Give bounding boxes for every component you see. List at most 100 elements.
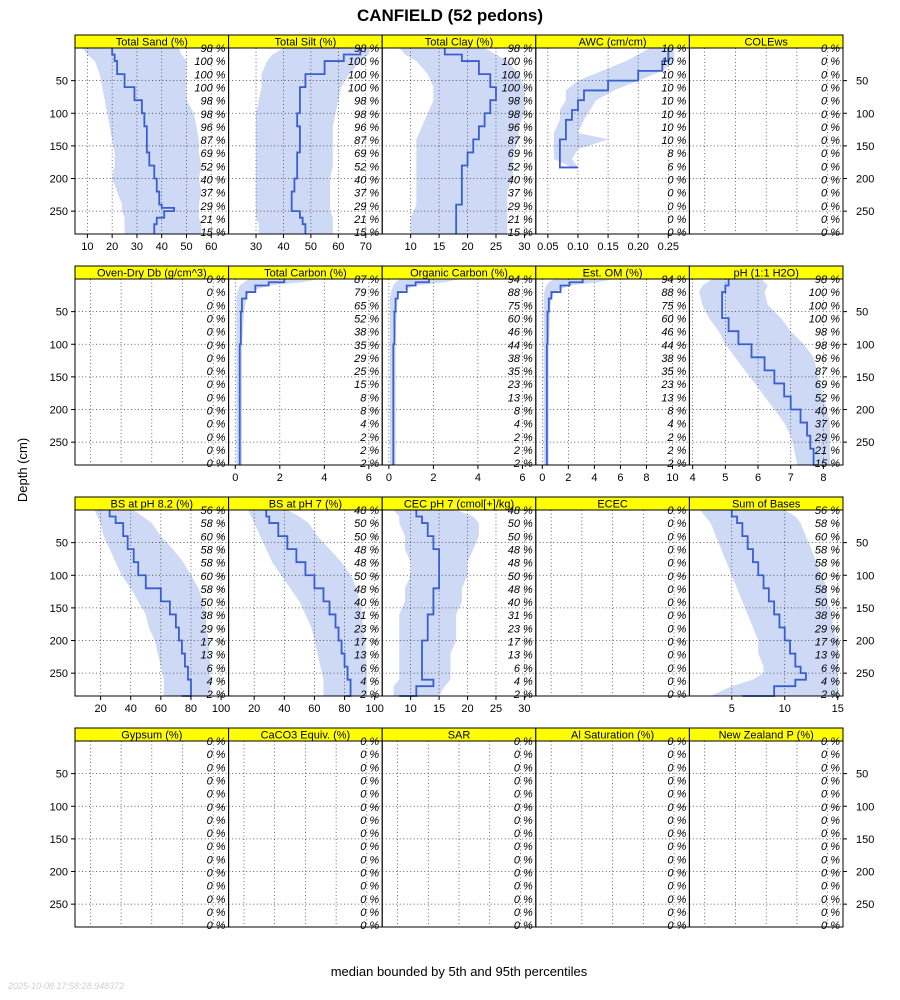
pct-label: 0 % [821,907,840,919]
pct-label: 48 % [508,584,533,596]
pct-label: 48 % [354,584,379,596]
pct-label: 38 % [354,327,379,339]
pct-label: 6 % [514,663,533,675]
pct-label: 0 % [207,366,226,378]
x-axis-label: median bounded by 5th and 95th percentil… [331,964,588,979]
x-tick-label: 0 [386,472,392,484]
y-tick-label: 100 [856,801,874,813]
x-tick-label: 40 [156,241,168,253]
y-axis-label: Depth (cm) [15,438,30,502]
y-tick-label: 150 [856,834,874,846]
pct-label: 0 % [514,789,533,801]
x-tick-label: 5 [729,703,735,715]
pct-label: 0 % [667,676,686,688]
pct-label: 0 % [514,894,533,906]
x-tick-label: 60 [332,241,344,253]
y-tick-label: 200 [50,867,68,879]
pct-label: 0 % [821,109,840,121]
y-tick-label: 150 [50,834,68,846]
pct-label: 0 % [207,828,226,840]
pct-label: 17 % [354,637,379,649]
pct-label: 48 % [508,558,533,570]
pct-label: 0 % [667,227,686,239]
pct-label: 94 % [661,274,686,286]
pct-label: 0 % [207,775,226,787]
pct-label: 100 % [194,82,225,94]
pct-label: 69 % [815,379,840,391]
percentile-band [248,510,368,696]
x-tick-label: 10 [405,703,417,715]
pct-label: 0 % [360,841,379,853]
pct-label: 23 % [660,379,686,391]
y-tick-label: 100 [50,570,68,582]
pct-label: 0 % [207,406,226,418]
panel-title: BS at pH 7 (%) [269,499,342,511]
pct-label: 0 % [667,650,686,662]
pct-label: 98 % [354,109,379,121]
x-tick-label: 60 [155,703,167,715]
pct-label: 0 % [821,815,840,827]
pct-label: 0 % [207,419,226,431]
panel-title: Total Sand (%) [116,37,188,49]
x-tick-label: 0.20 [627,241,648,253]
pct-label: 17 % [508,637,533,649]
x-tick-label: 4 [591,472,597,484]
pct-label: 21 % [200,214,226,226]
panel-title: Total Carbon (%) [264,268,347,280]
panel-title: Total Clay (%) [425,37,493,49]
x-tick-label: 4 [475,472,481,484]
y-tick-label: 100 [50,801,68,813]
pct-label: 0 % [667,623,686,635]
percentile-band [553,48,675,168]
y-tick-label: 50 [56,538,68,550]
pct-label: 0 % [667,518,686,530]
x-tick-label: 0.10 [567,241,588,253]
median-line [443,48,497,234]
pct-label: 0 % [667,663,686,675]
panel-title: Organic Carbon (%) [410,268,508,280]
y-tick-label: 200 [856,174,874,186]
pct-label: 60 % [815,571,840,583]
panel: CEC pH 7 (cmol[+]/kg)48 %50 %50 %48 %48 … [381,496,537,715]
pct-label: 0 % [821,69,840,81]
pct-label: 0 % [667,689,686,701]
pct-label: 0 % [821,161,840,173]
y-tick-label: 250 [856,668,874,680]
pct-label: 100 % [502,56,533,68]
y-tick-label: 200 [856,405,874,417]
pct-label: 100 % [809,300,840,312]
pct-label: 0 % [360,881,379,893]
pct-label: 2 % [513,689,533,701]
pct-label: 60 % [661,313,686,325]
pct-label: 0 % [821,881,840,893]
x-tick-label: 15 [433,241,445,253]
pct-label: 0 % [667,907,686,919]
pct-label: 60 % [201,531,226,543]
pct-label: 100 % [348,69,379,81]
pct-label: 0 % [821,828,840,840]
y-tick-label: 50 [856,769,868,781]
pct-label: 0 % [821,43,840,55]
pct-label: 0 % [207,802,226,814]
pct-label: 75 % [661,300,686,312]
panel-title: Sum of Bases [732,499,801,511]
pct-label: 29 % [814,623,840,635]
pct-label: 15 % [815,458,840,470]
x-tick-label: 50 [305,241,317,253]
percentile-band [543,279,614,465]
pct-label: 13 % [508,392,533,404]
pct-label: 0 % [360,749,379,761]
panel-title: SAR [448,730,471,742]
pct-label: 0 % [821,96,840,108]
y-tick-label: 250 [856,206,874,218]
panel-title: ECEC [597,499,628,511]
median-line [265,510,352,697]
pct-label: 10 % [661,43,686,55]
pct-label: 10 % [661,69,686,81]
x-tick-label: 80 [185,703,197,715]
pct-label: 0 % [667,775,686,787]
percentile-band [256,48,372,234]
pct-label: 10 % [661,135,686,147]
